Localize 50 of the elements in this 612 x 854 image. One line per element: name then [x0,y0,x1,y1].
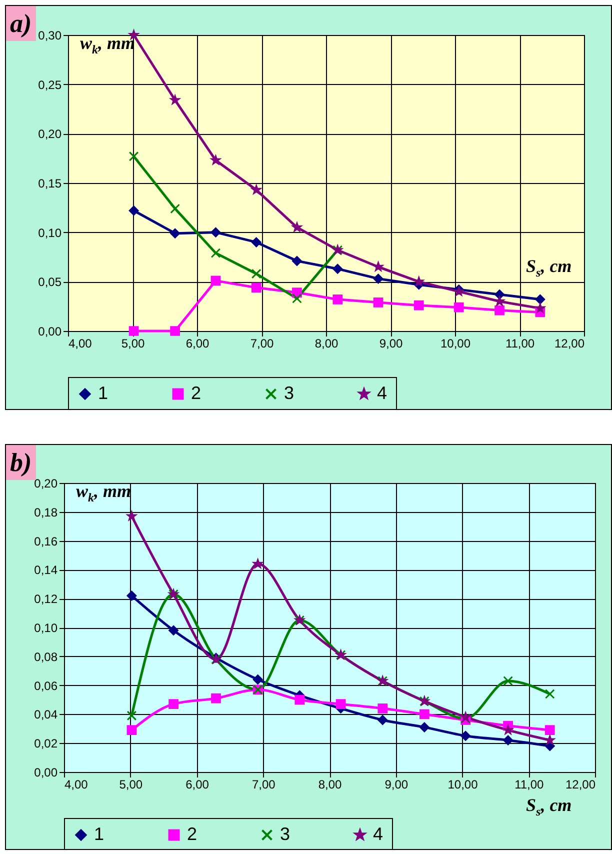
x-tick-label: 5,00 [119,778,143,792]
x-tick-label: 5,00 [121,336,145,350]
x-tick-label: 6,00 [186,778,210,792]
chart-title: b) [6,445,36,480]
legend-label: 3 [284,383,294,403]
legend-label: 2 [187,824,198,844]
x-tick-label: 10,00 [440,336,471,350]
legend-label: 1 [98,383,108,403]
y-tick-label: 0,00 [38,324,62,338]
y-axis-title: w$_{k}$, mm [80,33,136,58]
legend-label: 4 [377,383,388,403]
y-tick-label: 0,04 [34,708,58,722]
x-tick-label: 4,00 [68,336,92,350]
y-tick-label: 0,10 [38,226,62,240]
y-tick-label: 0,00 [34,766,58,780]
x-tick-label: 4,00 [64,778,88,792]
x-tick-label: 11,00 [505,336,535,350]
legend-label: 4 [373,824,384,844]
y-tick-label: 0,30 [38,28,62,42]
x-tick-label: 12,00 [565,778,596,792]
y-tick-label: 0,14 [34,563,58,578]
y-tick-label: 0,08 [34,650,58,664]
x-tick-label: 6,00 [186,336,210,350]
x-tick-label: 12,00 [554,336,585,350]
y-tick-label: 0,25 [38,78,62,92]
x-tick-label: 10,00 [448,778,478,792]
legend-label: 3 [280,824,290,844]
legend-label: 2 [191,383,202,403]
y-tick-label: 0,15 [38,176,62,190]
y-tick-label: 0,18 [34,505,58,520]
x-tick-label: 8,00 [314,336,338,350]
y-tick-label: 0,16 [34,534,58,548]
x-tick-label: 8,00 [318,778,342,792]
x-axis-title: S$_{s}$, cm [526,256,572,281]
chart-title: a) [6,6,36,42]
x-tick-label: 7,00 [250,336,274,350]
y-tick-label: 0,10 [34,621,58,635]
x-axis-title: S$_{s}$, cm [526,795,572,820]
y-tick-label: 0,02 [34,736,58,751]
y-tick-label: 0,20 [38,127,62,142]
y-axis-title: w$_{k}$, mm [76,481,132,506]
x-tick-label: 11,00 [514,778,544,792]
x-tick-label: 9,00 [384,778,408,792]
x-tick-label: 7,00 [252,778,276,792]
x-tick-label: 9,00 [379,336,403,350]
y-tick-label: 0,20 [34,476,58,490]
y-tick-label: 0,06 [34,678,58,693]
legend-label: 1 [94,824,104,844]
y-tick-label: 0,05 [38,275,62,290]
y-tick-label: 0,12 [34,592,58,606]
